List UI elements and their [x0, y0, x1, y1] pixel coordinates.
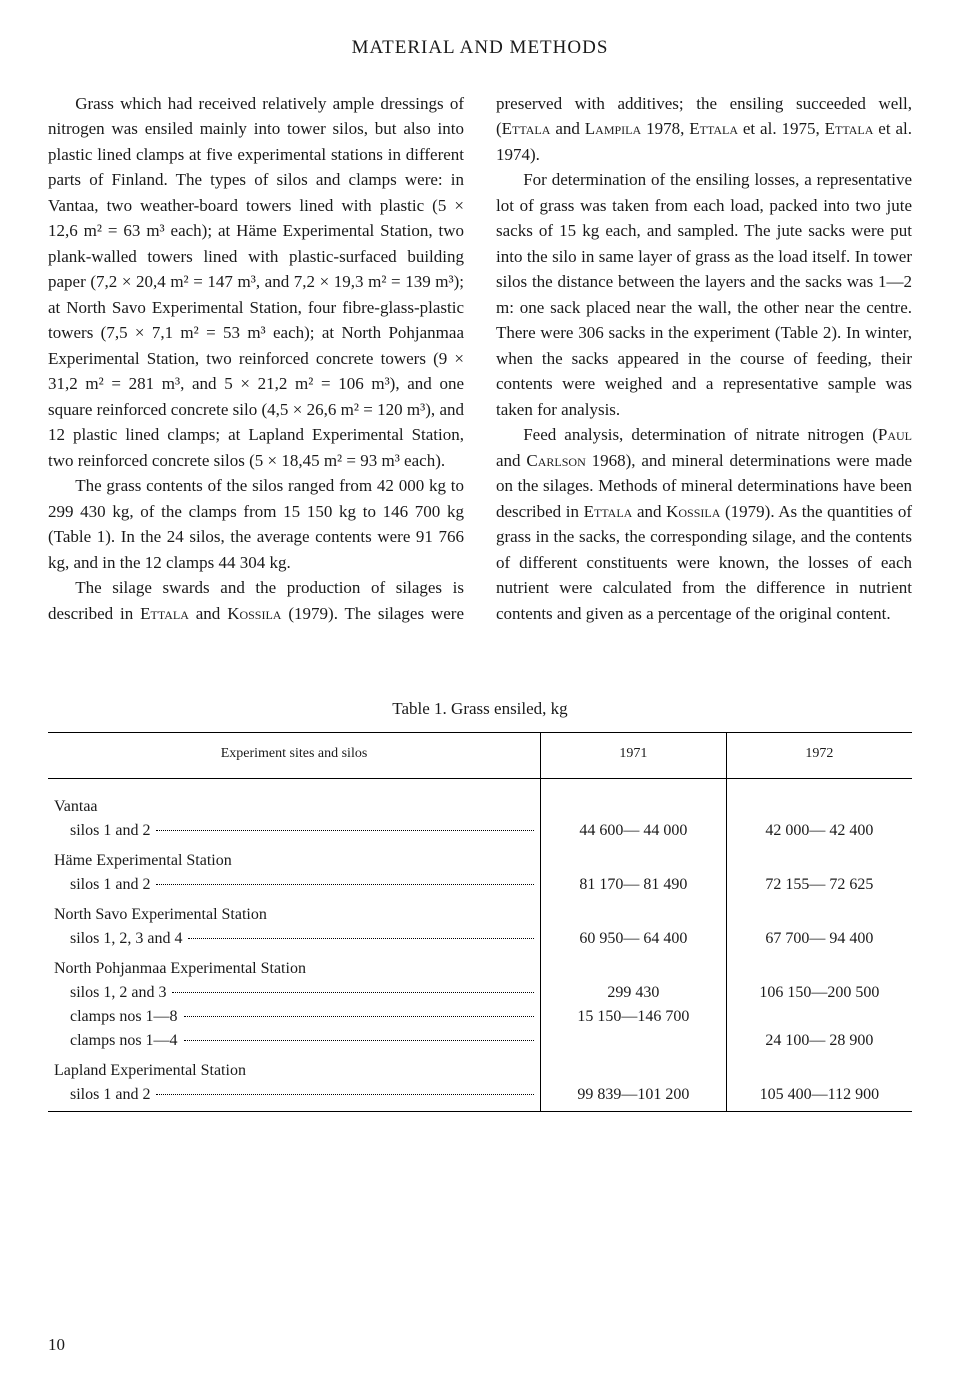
cell-y2: 105 400—112 900 [726, 1083, 912, 1112]
cell-y1: 44 600— 44 000 [540, 819, 726, 843]
cell-y2: 42 000— 42 400 [726, 819, 912, 843]
cell-y2: 24 100— 28 900 [726, 1029, 912, 1053]
p5b: and [496, 451, 526, 470]
p3-smallcaps-2: Kossila [227, 604, 281, 623]
p5d: and [632, 502, 666, 521]
p3e: 1978, [641, 119, 689, 138]
table-caption: Table 1. Grass ensiled, kg [48, 696, 912, 722]
table-row: silos 1, 2 and 3 299 430 106 150—200 500 [48, 981, 912, 1005]
table-row: Häme Experimental Station [48, 843, 912, 873]
leader-dots [188, 938, 534, 939]
leader-dots [172, 992, 534, 993]
table-row: North Pohjanmaa Experimental Station [48, 951, 912, 981]
paragraph-1: Grass which had received relatively ampl… [48, 91, 464, 474]
sub-label: silos 1, 2 and 3 [54, 981, 166, 1005]
paragraph-2: The grass contents of the silos ranged f… [48, 473, 464, 575]
site-name: Vantaa [54, 789, 534, 819]
leader-dots [156, 830, 534, 831]
section-heading: MATERIAL AND METHODS [48, 34, 912, 63]
p5-smallcaps-3: Ettala [584, 502, 633, 521]
p3f: et al. 1975, [738, 119, 825, 138]
site-name: North Savo Experimental Station [54, 897, 534, 927]
p3-smallcaps-5: Ettala [689, 119, 738, 138]
th-1971: 1971 [540, 732, 726, 778]
p3-smallcaps-4: Lampila [585, 119, 641, 138]
sub-label: silos 1 and 2 [54, 873, 150, 897]
sub-label: silos 1 and 2 [54, 1083, 150, 1107]
table-header-row: Experiment sites and silos 1971 1972 [48, 732, 912, 778]
table-1: Experiment sites and silos 1971 1972 Van… [48, 732, 912, 1112]
table-row: silos 1 and 2 81 170— 81 490 72 155— 72 … [48, 873, 912, 897]
leader-dots [184, 1040, 534, 1041]
p5-smallcaps-4: Kossila [666, 502, 720, 521]
sub-label: silos 1 and 2 [54, 819, 150, 843]
site-name: Häme Experimental Station [54, 843, 534, 873]
p3-smallcaps-1: Ettala [140, 604, 189, 623]
site-name: Lapland Experimental Station [54, 1053, 534, 1083]
table-row: clamps nos 1—4 24 100— 28 900 [48, 1029, 912, 1053]
table-row: silos 1 and 2 99 839—101 200 105 400—112… [48, 1083, 912, 1112]
table-row: Vantaa [48, 789, 912, 819]
p5-smallcaps-1: Paul [878, 425, 912, 444]
leader-dots [184, 1016, 534, 1017]
cell-y2: 72 155— 72 625 [726, 873, 912, 897]
para1-text: Grass which had received relatively ampl… [48, 94, 464, 470]
p3-smallcaps-6: Ettala [825, 119, 874, 138]
p5a: Feed analysis, determination of nitrate … [523, 425, 878, 444]
p3-smallcaps-3: Ettala [502, 119, 551, 138]
table-row: Lapland Experimental Station [48, 1053, 912, 1083]
leader-dots [156, 884, 534, 885]
cell-y1: 60 950— 64 400 [540, 927, 726, 951]
p5-smallcaps-2: Carlson [526, 451, 585, 470]
paragraph-5: Feed analysis, determination of nitrate … [496, 422, 912, 626]
p3d: and [550, 119, 584, 138]
p3b: and [189, 604, 227, 623]
table-row: clamps nos 1—8 15 150—146 700 [48, 1005, 912, 1029]
para2-text: The grass contents of the silos ranged f… [48, 476, 464, 572]
cell-y2: 106 150—200 500 [726, 981, 912, 1005]
body-columns: Grass which had received relatively ampl… [48, 91, 912, 627]
cell-y1: 99 839—101 200 [540, 1083, 726, 1112]
page-number: 10 [48, 1332, 65, 1358]
cell-y1: 299 430 [540, 981, 726, 1005]
table-row: silos 1 and 2 44 600— 44 000 42 000— 42 … [48, 819, 912, 843]
paragraph-4: For determination of the ensiling losses… [496, 167, 912, 422]
site-name: North Pohjanmaa Experimental Station [54, 951, 534, 981]
para4-text: For determination of the ensiling losses… [496, 170, 912, 419]
cell-y1: 15 150—146 700 [540, 1005, 726, 1029]
cell-y2: 67 700— 94 400 [726, 927, 912, 951]
cell-y1: 81 170— 81 490 [540, 873, 726, 897]
sub-label: clamps nos 1—4 [54, 1029, 178, 1053]
table-row: North Savo Experimental Station [48, 897, 912, 927]
cell-y2 [726, 1005, 912, 1029]
th-1972: 1972 [726, 732, 912, 778]
cell-y1 [540, 1029, 726, 1053]
leader-dots [156, 1094, 534, 1095]
table-row: silos 1, 2, 3 and 4 60 950— 64 400 67 70… [48, 927, 912, 951]
sub-label: silos 1, 2, 3 and 4 [54, 927, 182, 951]
th-sites: Experiment sites and silos [48, 732, 540, 778]
sub-label: clamps nos 1—8 [54, 1005, 178, 1029]
